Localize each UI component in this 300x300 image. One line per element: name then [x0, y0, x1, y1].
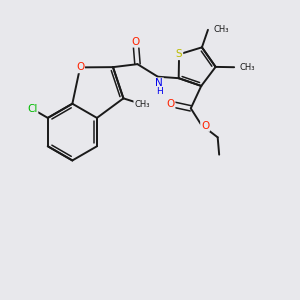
Text: CH₃: CH₃	[134, 100, 150, 109]
Text: H: H	[156, 87, 163, 96]
Text: O: O	[132, 37, 140, 47]
Text: CH₃: CH₃	[239, 63, 255, 72]
Text: CH₃: CH₃	[213, 25, 229, 34]
Text: O: O	[167, 99, 175, 109]
Text: O: O	[76, 62, 84, 72]
Text: Cl: Cl	[27, 104, 38, 114]
Text: S: S	[176, 49, 182, 59]
Text: O: O	[201, 121, 209, 131]
Text: N: N	[155, 78, 163, 88]
